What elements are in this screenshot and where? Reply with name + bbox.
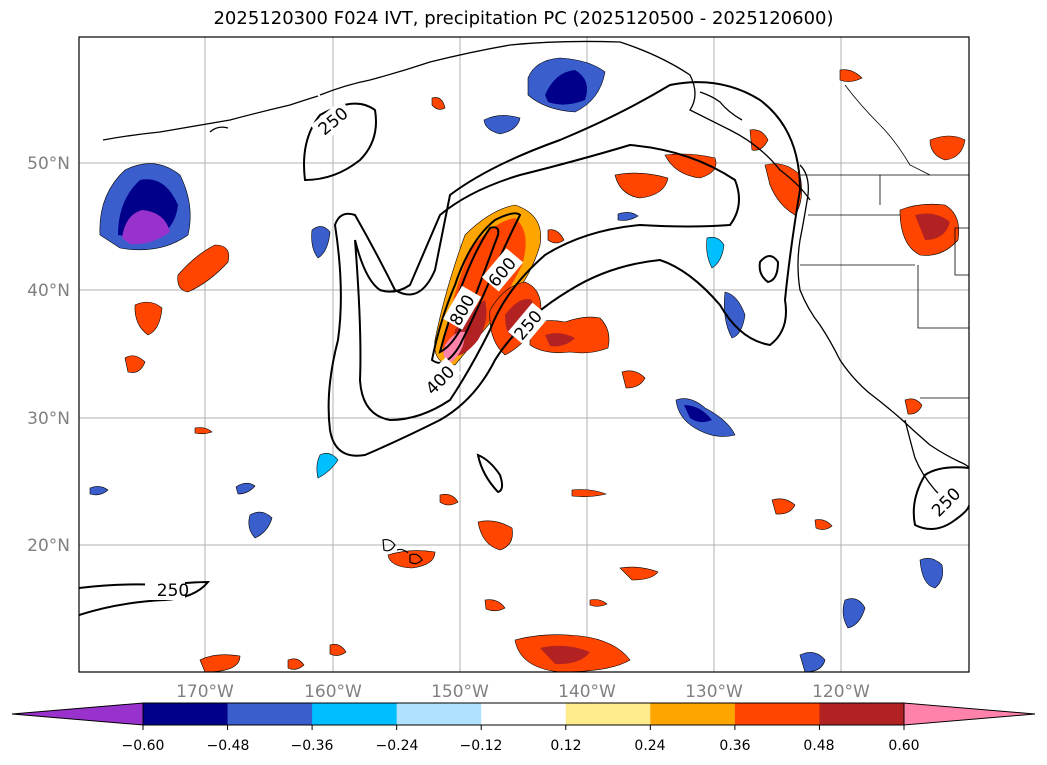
map-title: 2025120300 F024 IVT, precipitation PC (2… — [213, 8, 834, 29]
ivt-contour-250-north — [303, 102, 377, 182]
colorbar-segment — [227, 703, 313, 725]
lon-label: 170°W — [176, 682, 234, 702]
colorbar-segment — [819, 703, 905, 725]
colorbar-tick-label: 0.36 — [719, 738, 750, 754]
colorbar-tick-labels: −0.60 −0.48 −0.36 −0.24 −0.12 0.12 0.24 … — [122, 738, 920, 754]
colorbar-segment — [143, 703, 229, 725]
ivt-contour-400 — [354, 143, 740, 422]
colorbar-tick-label: 0.24 — [634, 738, 665, 754]
colorbar: −0.60 −0.48 −0.36 −0.24 −0.12 0.12 0.24 … — [11, 702, 1036, 754]
colorbar-extend-low — [11, 702, 144, 726]
colorbar-tick-label: 0.12 — [550, 738, 581, 754]
colorbar-segment — [396, 703, 482, 725]
latitude-labels: 50°N 40°N 30°N 20°N — [27, 154, 70, 556]
ivt-contour-250-main — [327, 81, 802, 457]
colorbar-tick-label: −0.36 — [291, 738, 334, 754]
colorbar-segment — [734, 703, 820, 725]
ivt-contour-small-oval — [758, 255, 780, 284]
colorbar-tick-label: −0.12 — [460, 738, 503, 754]
lon-label: 150°W — [431, 682, 489, 702]
ivt-contours — [79, 81, 969, 616]
colorbar-segment — [481, 703, 567, 725]
longitude-labels: 170°W 160°W 150°W 140°W 130°W 120°W — [176, 682, 870, 702]
colorbar-tick-label: −0.24 — [376, 738, 419, 754]
colorbar-tick-label: 0.60 — [888, 738, 919, 754]
lat-label: 30°N — [27, 409, 70, 429]
hawaii-islands — [382, 538, 423, 565]
ivt-contour-250-southwest — [79, 580, 211, 616]
ivt-contour-small-sliver — [476, 453, 504, 494]
ivt-contour-250-southeast — [912, 466, 969, 530]
colorbar-segment — [565, 703, 651, 725]
map-frame — [78, 36, 970, 673]
colorbar-frame — [142, 702, 905, 726]
colorbar-tick-label: −0.48 — [207, 738, 250, 754]
colorbar-tick-label: −0.60 — [122, 738, 165, 754]
colorbar-extend-high — [903, 702, 1036, 726]
colorbar-ticks — [142, 725, 905, 730]
colorbar-segment — [650, 703, 736, 725]
lat-label: 50°N — [27, 154, 70, 174]
precip-negative-areas — [89, 57, 943, 672]
lon-label: 120°W — [812, 682, 870, 702]
colorbar-segments — [143, 703, 905, 725]
map-background — [79, 37, 969, 672]
colorbar-segment — [312, 703, 398, 725]
lat-label: 20°N — [27, 536, 70, 556]
lon-label: 130°W — [685, 682, 743, 702]
colorbar-tick-label: 0.48 — [803, 738, 834, 754]
lat-label: 40°N — [27, 281, 70, 301]
contour-label: 250 — [157, 581, 189, 601]
lon-label: 140°W — [558, 682, 616, 702]
lon-label: 160°W — [304, 682, 362, 702]
coastline-alaska — [102, 40, 811, 201]
political-borders — [800, 84, 969, 399]
ivt-contour-600 — [430, 212, 522, 364]
